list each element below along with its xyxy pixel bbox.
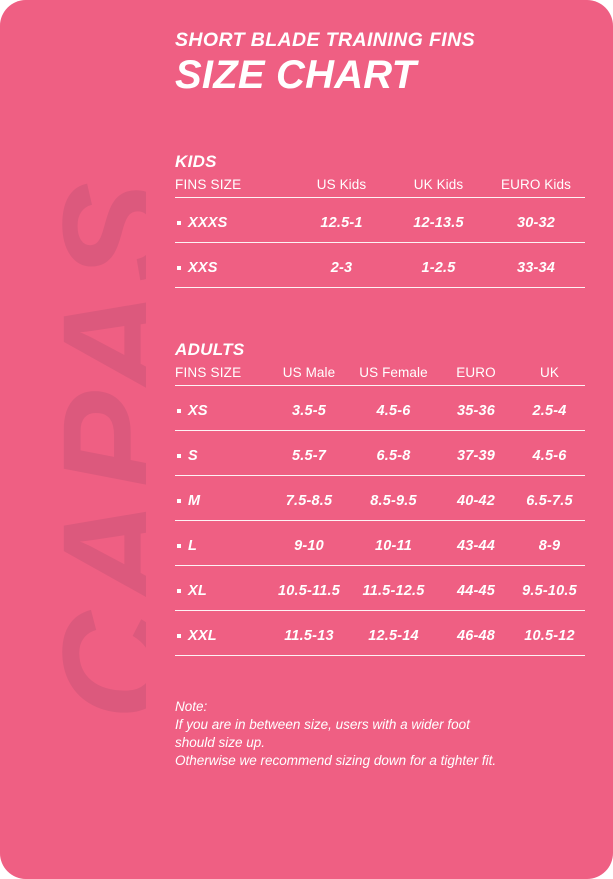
kids-row-1-size-label: XXS xyxy=(188,260,218,277)
adults-col-header-2: US Female xyxy=(349,365,438,387)
bullet-icon xyxy=(177,408,181,413)
adults-col-header-4: UK xyxy=(514,365,585,387)
adults-row-3-value-2: 43-44 xyxy=(438,520,514,567)
adults-row-0-value-3: 2.5-4 xyxy=(514,385,585,432)
kids-section-title: KIDS xyxy=(175,152,217,172)
adults-row-4-value-0: 10.5-11.5 xyxy=(269,565,349,612)
table-row: S 5.5-7 6.5-8 37-39 4.5-6 xyxy=(175,430,585,477)
adults-col-header-3: EURO xyxy=(438,365,514,387)
adults-row-4-size-label: XL xyxy=(188,583,207,600)
adults-row-1-value-3: 4.5-6 xyxy=(514,430,585,477)
adults-row-1-value-0: 5.5-7 xyxy=(269,430,349,477)
adults-row-0-value-1: 4.5-6 xyxy=(349,385,438,432)
kids-col-header-0: FINS SIZE xyxy=(175,177,293,199)
adults-row-2-size-label: M xyxy=(188,493,201,510)
adults-row-1-value-1: 6.5-8 xyxy=(349,430,438,477)
adults-row-5-size-label: XXL xyxy=(188,628,217,645)
table-row: XXL 11.5-13 12.5-14 46-48 10.5-12 xyxy=(175,610,585,657)
adults-row-5-value-0: 11.5-13 xyxy=(269,610,349,657)
adults-row-3-size-label: L xyxy=(188,538,198,555)
kids-section: KIDS FINS SIZE US Kids UK Kids EURO Kids… xyxy=(175,152,585,289)
kids-col-header-2: UK Kids xyxy=(390,177,487,199)
adults-section-title: ADULTS xyxy=(175,340,245,360)
adults-row-1-size: S xyxy=(175,430,269,477)
adults-row-1-value-2: 37-39 xyxy=(438,430,514,477)
adults-row-4-value-1: 11.5-12.5 xyxy=(349,565,438,612)
adults-size-table: FINS SIZE US Male US Female EURO UK XS 3… xyxy=(175,365,585,657)
adults-row-3-size: L xyxy=(175,520,269,567)
adults-row-2-value-1: 8.5-9.5 xyxy=(349,475,438,522)
kids-row-1-value-2: 33-34 xyxy=(487,242,585,289)
page-title: SIZE CHART xyxy=(175,53,417,98)
bullet-icon xyxy=(177,633,181,638)
adults-row-5-value-3: 10.5-12 xyxy=(514,610,585,657)
adults-row-3-value-1: 10-11 xyxy=(349,520,438,567)
bullet-icon xyxy=(177,220,181,225)
kids-row-1-value-1: 1-2.5 xyxy=(390,242,487,289)
adults-row-5-value-1: 12.5-14 xyxy=(349,610,438,657)
table-row: XXS 2-3 1-2.5 33-34 xyxy=(175,242,585,289)
table-row: XXXS 12.5-1 12-13.5 30-32 xyxy=(175,197,585,244)
adults-row-4-value-2: 44-45 xyxy=(438,565,514,612)
adults-row-4-value-3: 9.5-10.5 xyxy=(514,565,585,612)
adults-row-3-value-0: 9-10 xyxy=(269,520,349,567)
adults-row-1-size-label: S xyxy=(188,448,198,465)
adults-row-2-value-2: 40-42 xyxy=(438,475,514,522)
adults-row-2-size: M xyxy=(175,475,269,522)
kids-row-0-size-label: XXXS xyxy=(188,215,228,232)
bullet-icon xyxy=(177,498,181,503)
adults-section: ADULTS FINS SIZE US Male US Female EURO … xyxy=(175,340,585,657)
adults-table-header-row: FINS SIZE US Male US Female EURO UK xyxy=(175,365,585,387)
bullet-icon xyxy=(177,588,181,593)
note-line-0: Note: xyxy=(175,699,208,715)
kids-row-0-value-2: 30-32 xyxy=(487,197,585,244)
note-line-1: If you are in between size, users with a… xyxy=(175,717,470,733)
bullet-icon xyxy=(177,543,181,548)
adults-row-0-value-0: 3.5-5 xyxy=(269,385,349,432)
kids-row-1-value-0: 2-3 xyxy=(293,242,390,289)
kids-col-header-3: EURO Kids xyxy=(487,177,585,199)
adults-row-5-size: XXL xyxy=(175,610,269,657)
kids-row-0-value-1: 12-13.5 xyxy=(390,197,487,244)
adults-row-2-value-0: 7.5-8.5 xyxy=(269,475,349,522)
adults-row-3-value-3: 8-9 xyxy=(514,520,585,567)
adults-row-0-value-2: 35-36 xyxy=(438,385,514,432)
bullet-icon xyxy=(177,453,181,458)
sizing-note: Note: If you are in between size, users … xyxy=(175,698,595,769)
bullet-icon xyxy=(177,265,181,270)
adults-col-header-0: FINS SIZE xyxy=(175,365,269,387)
note-line-3: Otherwise we recommend sizing down for a… xyxy=(175,752,497,768)
product-eyebrow: SHORT BLADE TRAINING FINS xyxy=(175,29,475,51)
adults-row-2-value-3: 6.5-7.5 xyxy=(514,475,585,522)
adults-row-0-size-label: XS xyxy=(188,403,208,420)
kids-size-table: FINS SIZE US Kids UK Kids EURO Kids XXXS… xyxy=(175,177,585,289)
table-row: M 7.5-8.5 8.5-9.5 40-42 6.5-7.5 xyxy=(175,475,585,522)
adults-col-header-1: US Male xyxy=(269,365,349,387)
adults-row-5-value-2: 46-48 xyxy=(438,610,514,657)
table-row: XS 3.5-5 4.5-6 35-36 2.5-4 xyxy=(175,385,585,432)
adults-row-0-size: XS xyxy=(175,385,269,432)
table-row: XL 10.5-11.5 11.5-12.5 44-45 9.5-10.5 xyxy=(175,565,585,612)
kids-row-0-size: XXXS xyxy=(175,197,293,244)
kids-row-1-size: XXS xyxy=(175,242,293,289)
note-line-2: should size up. xyxy=(175,735,266,751)
kids-table-header-row: FINS SIZE US Kids UK Kids EURO Kids xyxy=(175,177,585,199)
kids-col-header-1: US Kids xyxy=(293,177,390,199)
table-row: L 9-10 10-11 43-44 8-9 xyxy=(175,520,585,567)
kids-row-0-value-0: 12.5-1 xyxy=(293,197,390,244)
adults-row-4-size: XL xyxy=(175,565,269,612)
